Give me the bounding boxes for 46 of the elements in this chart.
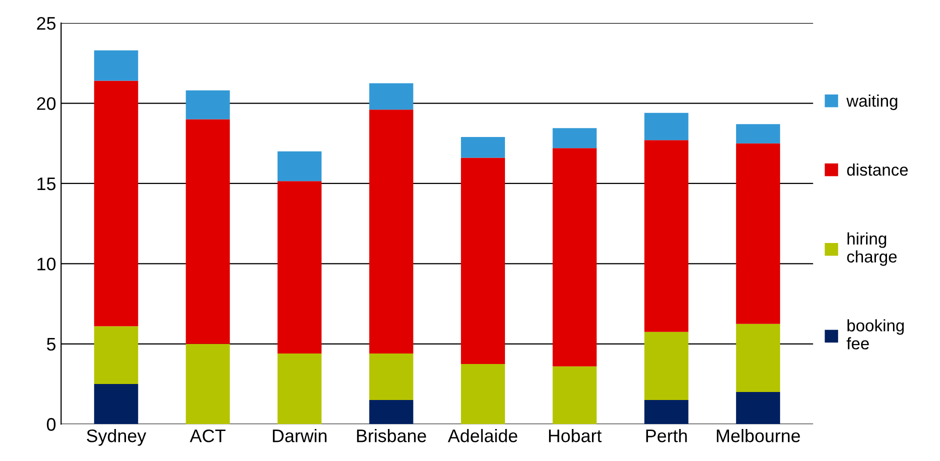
bar [94, 326, 138, 384]
bar [278, 151, 322, 182]
bar [278, 354, 322, 424]
bar [94, 384, 138, 424]
bar [644, 332, 688, 400]
y-tick-label: 25 [37, 16, 56, 30]
legend-label: waiting [846, 94, 898, 110]
bar [644, 112, 688, 140]
bar [369, 354, 414, 400]
bar [552, 128, 597, 148]
legend-label: booking fee [846, 319, 904, 350]
y-tick-label: 10 [38, 258, 56, 270]
x-tick-label: ACT [190, 429, 226, 442]
y-tick-label: 5 [46, 338, 56, 351]
bar [460, 364, 505, 424]
bar [460, 158, 505, 364]
x-tick-label: Brisbane [357, 428, 426, 442]
bar [644, 140, 688, 332]
x-tick-label: Perth [646, 428, 687, 442]
x-tick-label: Adelaide [448, 428, 518, 442]
bar [369, 83, 414, 110]
bar [94, 50, 138, 81]
bar [369, 110, 414, 354]
bar [186, 344, 230, 424]
bar [736, 324, 780, 392]
legend-label: hiring charge [847, 232, 897, 266]
x-tick-label: Hobart [549, 428, 602, 442]
y-tick-label: 0 [46, 418, 56, 431]
bar [644, 400, 688, 424]
bar [736, 392, 780, 424]
bar [278, 181, 322, 354]
x-tick-label: Melbourne [716, 428, 800, 442]
bar [186, 90, 230, 120]
x-tick-label: Sydney [86, 428, 146, 446]
bar [736, 143, 780, 324]
legend-label: distance [847, 164, 908, 176]
y-tick-label: 15 [38, 178, 56, 190]
bar [94, 80, 138, 326]
bar [552, 366, 597, 424]
bar [736, 124, 780, 144]
bar [186, 119, 230, 344]
bar [369, 400, 414, 424]
bar [460, 136, 505, 158]
x-tick-label: Darwin [272, 428, 326, 442]
y-tick-label: 20 [37, 97, 56, 110]
bar [552, 148, 597, 366]
